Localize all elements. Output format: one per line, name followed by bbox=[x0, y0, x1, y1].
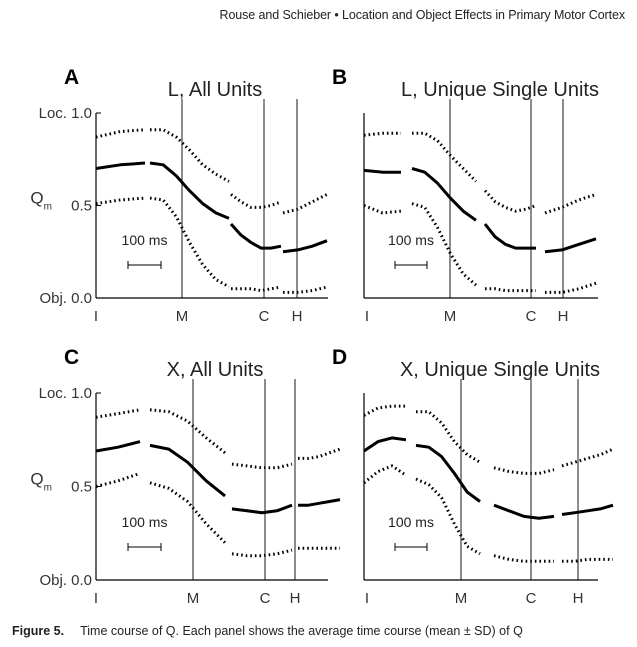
event-label-h: H bbox=[573, 590, 584, 607]
mean-line bbox=[149, 443, 226, 498]
sd-lower-line bbox=[562, 557, 613, 563]
mean-line bbox=[298, 498, 341, 507]
y-tick-label: 0.5 bbox=[71, 479, 92, 496]
event-label-m: M bbox=[444, 308, 457, 325]
scale-bar-label: 100 ms bbox=[388, 232, 434, 248]
panel-label: D bbox=[332, 346, 347, 369]
sd-upper-line bbox=[95, 128, 146, 139]
event-label-m: M bbox=[455, 590, 468, 607]
sd-upper-line bbox=[363, 404, 406, 417]
event-label-m: M bbox=[176, 308, 189, 325]
panel-label: B bbox=[332, 66, 347, 89]
sd-upper-line bbox=[231, 462, 293, 470]
y-axis-label: Qm bbox=[30, 470, 52, 494]
sd-lower-line bbox=[411, 202, 477, 287]
event-label-i: I bbox=[365, 590, 369, 607]
sd-upper-line bbox=[363, 131, 401, 137]
sd-lower-line bbox=[363, 464, 407, 484]
panel-c: C X, All Units Loc. 1.0 0.5 Obj. 0.0 Qm I M C H 10… bbox=[30, 346, 341, 607]
mean-line bbox=[95, 440, 141, 453]
panel-label: A bbox=[64, 66, 79, 89]
y-tick-label: Obj. 0.0 bbox=[39, 572, 92, 589]
panel-title: X, All Units bbox=[167, 359, 264, 381]
sd-upper-line bbox=[483, 189, 537, 213]
sd-upper-line bbox=[95, 408, 141, 419]
sd-upper-line bbox=[298, 447, 341, 460]
mean-line bbox=[149, 161, 230, 220]
sd-upper-line bbox=[282, 193, 328, 215]
mean-line bbox=[411, 167, 477, 222]
y-tick-label: Loc. 1.0 bbox=[39, 105, 92, 122]
event-label-h: H bbox=[290, 590, 301, 607]
sd-lower-line bbox=[545, 281, 597, 294]
sd-upper-line bbox=[561, 447, 614, 468]
sd-upper-line bbox=[150, 128, 230, 183]
y-tick-label: 0.5 bbox=[71, 198, 92, 215]
sd-lower-line bbox=[231, 548, 293, 558]
sd-lower-line bbox=[95, 196, 146, 206]
event-label-i: I bbox=[94, 308, 98, 325]
event-label-m: M bbox=[187, 590, 200, 607]
mean-line bbox=[483, 223, 536, 250]
mean-line bbox=[493, 503, 555, 520]
event-label-i: I bbox=[94, 590, 98, 607]
y-tick-label: Loc. 1.0 bbox=[39, 385, 92, 402]
scale-bar-label: 100 ms bbox=[122, 232, 168, 248]
mean-line bbox=[561, 503, 614, 516]
event-label-c: C bbox=[526, 308, 537, 325]
mean-line bbox=[229, 222, 282, 250]
event-label-c: C bbox=[259, 308, 270, 325]
event-label-c: C bbox=[260, 590, 271, 607]
panel-title: L, All Units bbox=[168, 79, 262, 101]
event-label-h: H bbox=[558, 308, 569, 325]
sd-upper-line bbox=[412, 131, 478, 183]
panel-b: B L, Unique Single Units I M C H 100 ms bbox=[332, 66, 599, 325]
sd-lower-line bbox=[415, 477, 481, 556]
panel-a: A L, All Units Loc. 1.0 0.5 Obj. 0.0 Qm I M C H 10… bbox=[30, 66, 328, 325]
sd-lower-line bbox=[231, 285, 282, 293]
mean-line bbox=[363, 436, 407, 453]
sd-lower-line bbox=[95, 471, 141, 488]
figure-caption: Figure 5. Time course of Q. Each panel sh… bbox=[12, 624, 632, 640]
sd-lower-line bbox=[363, 204, 402, 215]
sd-upper-line bbox=[416, 410, 481, 464]
panel-title: X, Unique Single Units bbox=[400, 359, 600, 381]
sd-lower-line bbox=[493, 554, 554, 563]
mean-line bbox=[282, 239, 328, 254]
caption-text: Time course of Q. Each panel shows the a… bbox=[80, 624, 523, 638]
panel-d: D X, Unique Single Units I M C H 100 ms bbox=[332, 346, 614, 607]
mean-line bbox=[415, 443, 481, 503]
running-header: Rouse and Schieber • Location and Object… bbox=[219, 8, 626, 22]
mean-line bbox=[95, 161, 146, 170]
mean-line bbox=[363, 168, 401, 174]
y-tick-label: Obj. 0.0 bbox=[39, 290, 92, 307]
sd-lower-line bbox=[485, 287, 536, 293]
figure-5-panels: A L, All Units Loc. 1.0 0.5 Obj. 0.0 Qm I M C H 10… bbox=[30, 66, 614, 607]
caption-label: Figure 5. bbox=[12, 624, 65, 638]
event-label-h: H bbox=[292, 308, 303, 325]
mean-line bbox=[544, 237, 597, 254]
mean-line bbox=[231, 503, 293, 515]
panel-label: C bbox=[64, 346, 79, 369]
scale-bar-label: 100 ms bbox=[122, 514, 168, 530]
scale-bar-label: 100 ms bbox=[388, 514, 434, 530]
sd-upper-line bbox=[493, 466, 555, 475]
event-label-i: I bbox=[365, 308, 369, 325]
sd-upper-line bbox=[230, 193, 282, 209]
panel-title: L, Unique Single Units bbox=[401, 79, 599, 101]
sd-lower-line bbox=[149, 481, 227, 544]
y-axis-label: Qm bbox=[30, 189, 52, 213]
sd-lower-line bbox=[283, 285, 328, 294]
sd-upper-line bbox=[544, 192, 597, 215]
event-label-c: C bbox=[526, 590, 537, 607]
